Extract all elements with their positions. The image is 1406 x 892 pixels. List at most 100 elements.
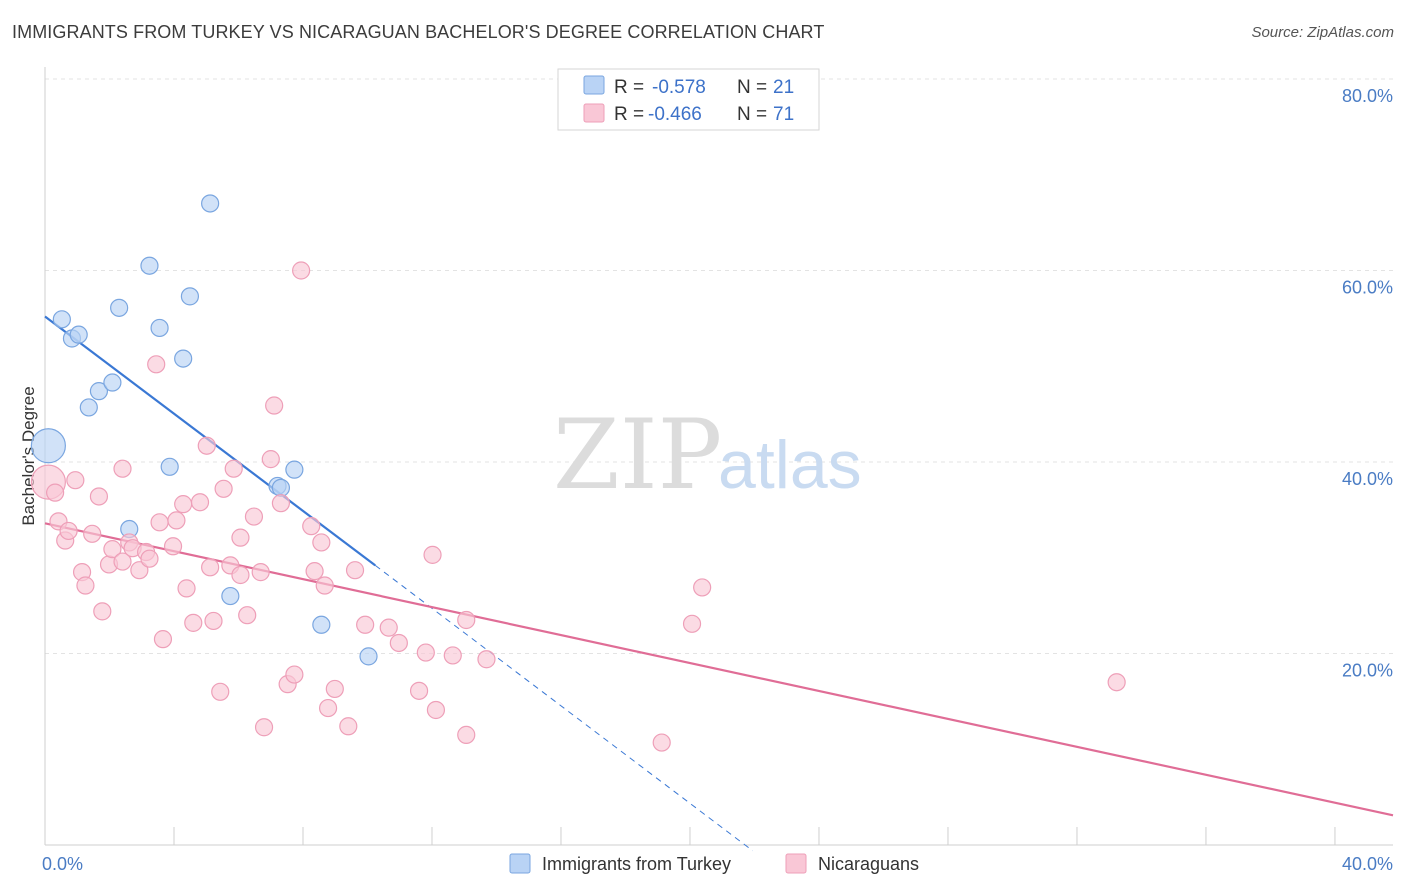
point-series-1-14 xyxy=(113,459,132,478)
point-series-1-60 xyxy=(416,643,435,662)
trend-line-extension-series-0 xyxy=(374,565,754,852)
point-series-1-55 xyxy=(345,561,365,580)
point-series-1-62 xyxy=(426,700,446,720)
data-points xyxy=(30,194,1126,752)
point-series-1-37 xyxy=(231,528,250,547)
point-series-1-24 xyxy=(167,511,186,530)
bottom-legend-swatch-nicaraguans xyxy=(785,853,807,874)
point-series-0-3 xyxy=(69,325,88,344)
bottom-legend-swatch-turkey xyxy=(509,853,531,874)
point-series-1-38 xyxy=(238,606,257,625)
point-series-1-28 xyxy=(190,493,210,512)
point-series-0-4 xyxy=(79,398,98,417)
point-series-1-20 xyxy=(147,355,166,374)
point-series-1-69 xyxy=(693,578,712,597)
point-series-1-48 xyxy=(302,517,321,536)
point-series-1-21 xyxy=(150,513,169,532)
point-series-1-7 xyxy=(76,576,95,595)
y-tick-label-1: 40.0% xyxy=(1342,469,1393,489)
point-series-1-35 xyxy=(224,459,243,478)
legend-swatch-turkey xyxy=(583,75,605,95)
trend-line-series-1 xyxy=(44,522,1394,817)
point-series-1-51 xyxy=(315,576,334,595)
point-series-1-58 xyxy=(389,633,408,653)
point-series-1-8 xyxy=(83,524,102,543)
legend-n-label-turkey: N = xyxy=(737,77,767,98)
source-label: Source: ZipAtlas.com xyxy=(1251,24,1394,41)
y-tick-labels: 20.0% 40.0% 60.0% 80.0% xyxy=(1342,86,1393,681)
point-series-1-42 xyxy=(261,450,280,469)
point-series-0-9 xyxy=(140,256,159,275)
point-series-1-59 xyxy=(409,681,429,700)
y-tick-label-3: 80.0% xyxy=(1342,86,1393,106)
watermark-atlas: atlas xyxy=(718,427,862,503)
legend-n-label-nicaraguans: N = xyxy=(737,104,767,125)
series-legend: Immigrants from Turkey Nicaraguans xyxy=(509,853,919,874)
point-series-1-67 xyxy=(652,733,671,752)
point-series-0-5 xyxy=(89,382,109,401)
legend-r-value-turkey: -0.578 xyxy=(652,77,706,98)
legend-n-value-turkey: 21 xyxy=(773,77,794,98)
point-series-1-1 xyxy=(46,483,65,502)
point-series-1-44 xyxy=(271,494,290,513)
point-series-1-19 xyxy=(140,549,159,568)
point-series-0-20 xyxy=(271,478,290,497)
point-series-0-12 xyxy=(174,349,193,368)
point-series-1-27 xyxy=(184,613,203,632)
point-series-0-19 xyxy=(359,647,378,666)
point-series-1-57 xyxy=(379,618,398,637)
point-series-1-41 xyxy=(254,718,274,737)
point-series-1-50 xyxy=(312,533,331,552)
point-series-0-13 xyxy=(180,287,200,306)
point-series-1-36 xyxy=(231,565,250,585)
point-series-0-0 xyxy=(30,428,66,464)
point-series-1-22 xyxy=(153,630,173,649)
point-series-1-61 xyxy=(423,545,442,564)
legend-n-value-nicaraguans: 71 xyxy=(773,104,794,125)
point-series-0-6 xyxy=(103,373,122,392)
point-series-1-9 xyxy=(89,487,109,506)
legend-r-value-nicaraguans: -0.466 xyxy=(648,104,702,125)
watermark: ZIP atlas xyxy=(553,399,862,511)
point-series-1-70 xyxy=(1107,673,1126,692)
legend-r-label-nicaraguans: R = xyxy=(614,104,644,125)
legend-r-label-turkey: R = xyxy=(614,77,644,98)
point-series-1-25 xyxy=(174,495,193,514)
legend-swatch-nicaraguans xyxy=(583,103,605,123)
point-series-1-53 xyxy=(325,679,344,699)
point-series-1-56 xyxy=(356,615,375,634)
bottom-legend-label-nicaraguans: Nicaraguans xyxy=(818,854,919,874)
point-series-1-49 xyxy=(305,562,324,581)
point-series-1-66 xyxy=(477,650,496,669)
point-series-1-68 xyxy=(682,614,702,633)
x-tick-label-0: 0.0% xyxy=(42,854,83,874)
point-series-0-7 xyxy=(110,298,129,317)
point-series-1-30 xyxy=(201,558,220,577)
point-series-1-13 xyxy=(113,552,132,571)
x-tick-labels: 0.0% 40.0% xyxy=(42,854,1393,874)
point-series-1-12 xyxy=(103,540,122,559)
point-series-1-17 xyxy=(130,561,149,580)
point-series-1-33 xyxy=(214,479,233,498)
point-series-1-10 xyxy=(93,602,112,621)
point-series-0-15 xyxy=(221,586,240,606)
point-series-0-1 xyxy=(52,310,71,329)
point-series-1-39 xyxy=(244,507,264,526)
point-series-1-47 xyxy=(292,261,311,280)
point-series-1-26 xyxy=(177,579,196,598)
watermark-zip: ZIP xyxy=(553,399,722,511)
point-series-0-10 xyxy=(150,318,169,338)
point-series-1-54 xyxy=(339,717,358,736)
point-series-1-46 xyxy=(285,665,304,684)
point-series-0-18 xyxy=(312,615,331,634)
chart-title: IMMIGRANTS FROM TURKEY VS NICARAGUAN BAC… xyxy=(12,22,825,42)
point-series-1-64 xyxy=(457,725,476,744)
point-series-1-43 xyxy=(265,396,284,415)
y-tick-label-2: 60.0% xyxy=(1342,278,1393,298)
point-series-0-17 xyxy=(285,460,304,479)
point-series-1-23 xyxy=(163,537,183,556)
y-tick-label-0: 20.0% xyxy=(1342,661,1393,681)
point-series-1-32 xyxy=(211,682,230,701)
point-series-1-63 xyxy=(443,646,462,665)
